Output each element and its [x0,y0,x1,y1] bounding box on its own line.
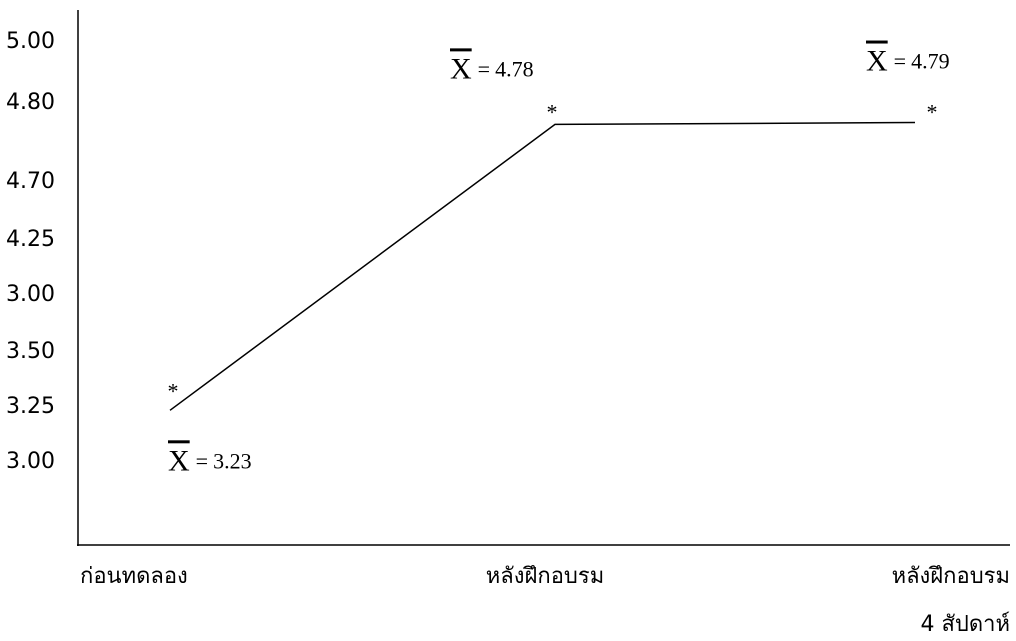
y-axis-label: 3.00 [6,449,55,474]
value-label: X = 4.78 [450,52,534,85]
y-axis-label: 3.50 [6,339,55,364]
y-axis-label: 3.00 [6,282,55,307]
y-axis-label: 4.80 [6,90,55,115]
mean-symbol: X [866,44,888,77]
y-axis-label: 4.70 [6,169,55,194]
marker: * [547,99,558,124]
value-text: 4.79 [911,49,950,74]
equals-sign: = [894,49,906,74]
x-tick-label: หลังฝึกอบรม [892,564,1010,589]
y-axis-label: 3.25 [6,394,55,419]
value-text: 3.23 [213,448,252,473]
marker: * [927,100,938,125]
x-tick-label: ก่อนทดลอง [80,564,188,589]
x-tick-label: 4 สัปดาห์ [920,612,1010,637]
value-label: X = 3.23 [168,444,252,477]
y-axis-label: 5.00 [6,29,55,54]
value-text: 4.78 [495,56,534,81]
value-label: X = 4.79 [866,44,950,77]
mean-symbol: X [168,444,190,477]
marker: * [168,378,179,403]
line [169,121,916,411]
equals-sign: = [478,56,490,81]
equals-sign: = [196,448,208,473]
y-axis-label: 4.25 [6,227,55,252]
mean-symbol: X [450,52,472,85]
x-tick-label: หลังฝึกอบรม [486,564,604,589]
